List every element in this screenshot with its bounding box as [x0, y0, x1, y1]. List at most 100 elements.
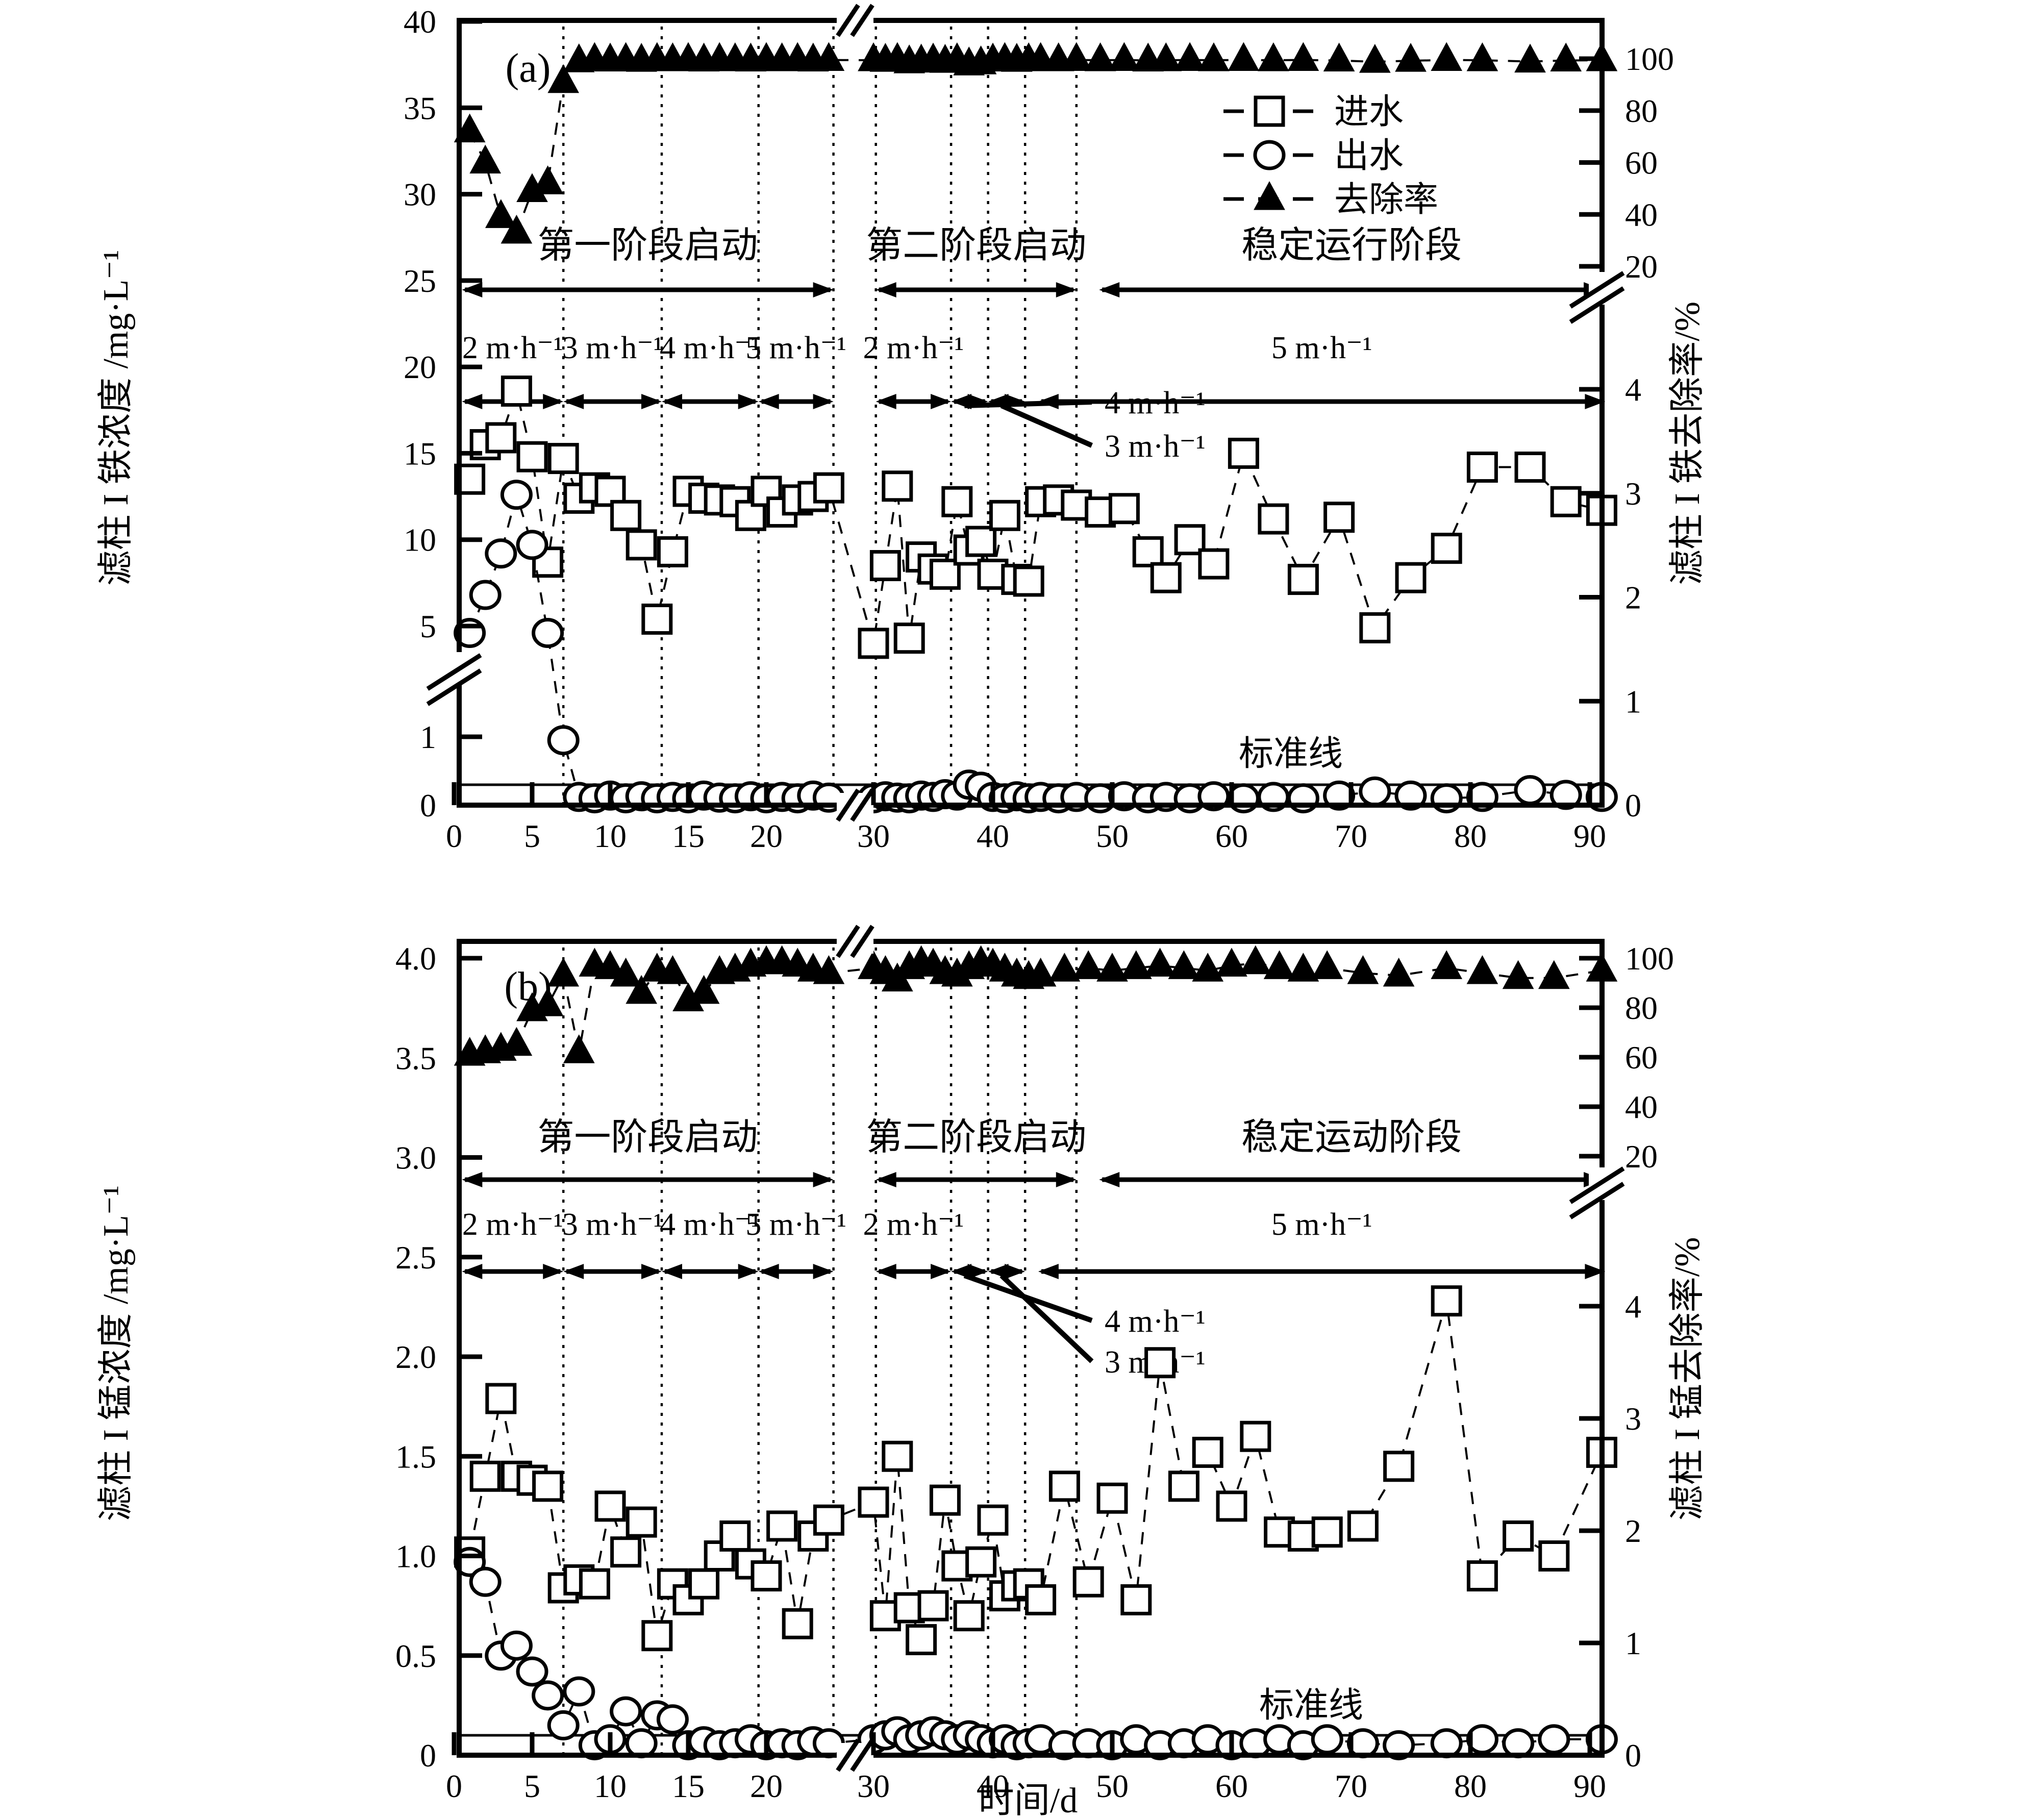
influent-square-marker: [882, 470, 913, 502]
y-left-tick-label: 35: [404, 90, 436, 126]
x-tick-label: 60: [1215, 818, 1248, 854]
phase-arrow: [462, 282, 834, 297]
influent-square-marker: [989, 500, 1020, 531]
phase-label: 第二阶段启动: [866, 225, 1086, 266]
legend-label: 出水: [1334, 136, 1404, 175]
y-left-tick-label: 2.5: [395, 1239, 436, 1276]
y-left-tick-label: 1.5: [395, 1438, 436, 1475]
effluent-circle-marker: [610, 1696, 642, 1727]
phase-arrow: [462, 1172, 834, 1187]
influent-square-marker: [1108, 493, 1140, 525]
x-tick-label: 0: [446, 818, 462, 854]
influent-square-marker: [953, 1600, 985, 1632]
removal-triangle-marker: [1198, 42, 1230, 71]
effluent-circle-marker: [1502, 1728, 1535, 1759]
influent-square-marker: [501, 376, 532, 407]
phase-label: 稳定运行阶段: [1241, 225, 1462, 266]
x-tick-label: 5: [524, 818, 540, 854]
influent-square-marker: [813, 472, 844, 504]
influent-square-marker: [1323, 502, 1355, 533]
influent-square-marker: [1096, 1482, 1128, 1514]
influent-square-marker: [610, 500, 642, 531]
effluent-circle-marker: [547, 1710, 580, 1740]
influent-square-marker: [917, 1590, 949, 1622]
influent-square-marker: [1431, 533, 1462, 564]
speed-arrow: [876, 1264, 952, 1279]
removal-triangle-marker: [532, 165, 564, 194]
influent-square-marker: [858, 1486, 889, 1518]
phase-arrow: [1099, 282, 1605, 297]
influent-square-marker: [704, 1540, 735, 1572]
x-tick-label: 15: [672, 1768, 705, 1804]
speed-arrow: [758, 1264, 834, 1279]
removal-triangle-marker: [1311, 950, 1343, 979]
x-tick-label: 80: [1454, 1768, 1487, 1804]
effluent-circle-marker: [1466, 1724, 1498, 1755]
y-right-tick-label: 20: [1625, 1138, 1658, 1175]
influent-square-marker: [1216, 1490, 1247, 1522]
y-left-tick-label: 40: [404, 4, 436, 40]
speed-arrow: [758, 394, 834, 409]
effluent-circle-marker: [500, 480, 533, 510]
y-left-tick-label: 2.0: [395, 1339, 436, 1375]
series-triangle: [454, 42, 1618, 244]
removal-triangle-marker: [813, 42, 845, 71]
speed-label: 5 m·h⁻¹: [745, 1207, 846, 1242]
plot-box: [457, 939, 1605, 1758]
removal-triangle-marker: [1192, 953, 1224, 982]
influent-square-marker: [1347, 1510, 1379, 1542]
removal-triangle-marker: [610, 957, 642, 987]
speed-pointer-line: [1000, 403, 1093, 448]
influent-square-marker: [532, 1470, 564, 1502]
x-tick-label: 15: [672, 818, 705, 854]
x-axis-title: 时间/d: [979, 1781, 1078, 1820]
influent-square-marker: [1072, 1566, 1104, 1598]
influent-square-marker: [1503, 1520, 1534, 1552]
influent-square-marker: [1311, 1516, 1343, 1548]
influent-square-marker: [1168, 1470, 1199, 1502]
series-square: [454, 376, 1617, 659]
influent-square-marker: [882, 1440, 913, 1472]
x-tick-label: 40: [977, 1768, 1009, 1804]
removal-triangle-marker: [626, 975, 658, 1004]
y-left-tick-label: 1: [420, 719, 436, 755]
removal-triangle-marker: [1431, 42, 1463, 71]
influent-square-marker: [626, 1506, 657, 1538]
influent-square-marker: [579, 1568, 610, 1600]
removal-triangle-marker: [1323, 42, 1355, 72]
y-right-tick-label: 0: [1625, 1737, 1641, 1774]
effluent-circle-marker: [1253, 140, 1286, 170]
removal-triangle-marker: [1466, 955, 1498, 984]
influent-square-marker: [594, 1490, 626, 1522]
removal-triangle-marker: [1048, 953, 1081, 982]
removal-triangle-marker: [594, 950, 626, 979]
influent-square-marker: [719, 1520, 751, 1552]
influent-square-marker: [766, 1510, 798, 1542]
influent-square-marker: [469, 1460, 501, 1492]
removal-triangle-marker: [1263, 950, 1295, 979]
speed-arrow: [1038, 394, 1606, 409]
influent-square-marker: [977, 1504, 1009, 1536]
y-right-tick-label: 3: [1625, 476, 1641, 512]
y-left-tick-label: 5: [420, 608, 436, 644]
removal-triangle-marker: [1096, 953, 1128, 982]
removal-triangle-marker: [1383, 957, 1415, 987]
influent-square-marker: [751, 1560, 782, 1592]
effluent-circle-marker: [547, 725, 580, 756]
y-right-tick-label: 0: [1625, 787, 1641, 824]
influent-square-marker: [1150, 562, 1182, 593]
speed-label: 4 m·h⁻¹: [660, 331, 761, 365]
influent-square-marker: [641, 603, 673, 635]
x-tick-label: 20: [750, 818, 783, 854]
speed-label: 4 m·h⁻¹: [660, 1207, 761, 1242]
phase-arrow: [876, 1172, 1077, 1187]
influent-square-marker: [893, 622, 925, 654]
panel-label: (b): [504, 964, 552, 1009]
x-tick-label: 70: [1335, 1768, 1367, 1804]
y-right-tick-label: 40: [1625, 196, 1658, 233]
effluent-circle-marker: [1538, 1724, 1570, 1755]
removal-triangle-marker: [688, 975, 720, 1004]
removal-triangle-marker: [1060, 42, 1092, 71]
